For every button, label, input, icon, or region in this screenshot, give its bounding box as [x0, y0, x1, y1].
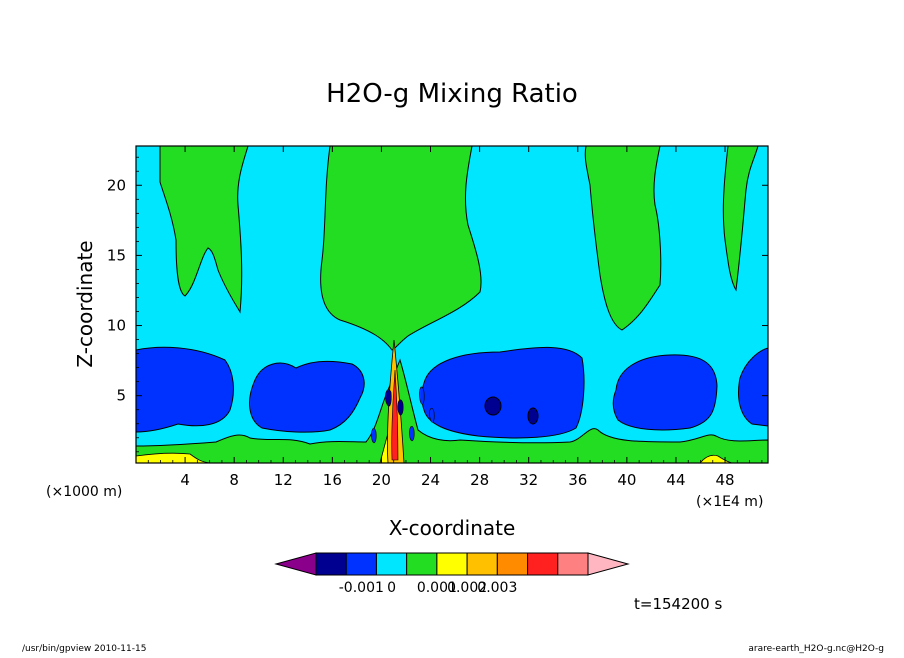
- blue-band-center-right: [421, 346, 585, 439]
- x-tick-label: 12: [274, 471, 293, 489]
- x-tick-label: 44: [666, 471, 685, 489]
- colorbar-tick-label: -0.001: [339, 580, 384, 596]
- y-tick-label: 10: [107, 317, 126, 335]
- x-tick-label: 8: [229, 471, 239, 489]
- green-plume-far-right: [722, 146, 759, 292]
- blue-band-far-right: [738, 347, 768, 427]
- x-tick-label: 40: [617, 471, 636, 489]
- footer-left: /usr/bin/gpview 2010-11-15: [22, 644, 146, 654]
- colorbar-swatch: [466, 552, 498, 576]
- column-blue-1: [371, 428, 377, 444]
- time-label: t=154200 s: [634, 595, 722, 613]
- x-tick-label: 36: [568, 471, 587, 489]
- colorbar-tick-label: 0: [387, 580, 396, 596]
- yellow-surface: [136, 452, 211, 463]
- colorbar-over-arrow: [587, 552, 630, 576]
- y-ticks: 5 10 15 20: [107, 156, 768, 453]
- colorbar: [274, 552, 630, 576]
- x-tick-label: 20: [372, 471, 391, 489]
- x-tick-label: 4: [180, 471, 190, 489]
- colorbar-swatch: [345, 552, 377, 576]
- x-tick-label: 24: [421, 471, 440, 489]
- y-unit-label: (×1000 m): [46, 484, 122, 500]
- colorbar-swatch: [375, 552, 408, 576]
- dark-core-a: [484, 396, 502, 416]
- x-ticks: 4 8 12 16 20 24 28 32 36 40 44 48: [147, 146, 763, 489]
- colorbar-tick-label: 0.003: [477, 580, 517, 596]
- colorbar-swatch: [496, 552, 529, 576]
- x-tick-label: 48: [716, 471, 735, 489]
- column-red: [391, 369, 399, 461]
- x-tick-label: 16: [323, 471, 342, 489]
- column-dark-1: [385, 389, 392, 407]
- x-tick-label: 28: [470, 471, 489, 489]
- column-blue-4: [429, 407, 435, 423]
- plot-frame: [135, 145, 769, 464]
- green-plume-center: [320, 146, 482, 351]
- chart-title: H2O-g Mixing Ratio: [326, 79, 578, 109]
- footer-right: arare-earth_H2O-g.nc@H2O-g: [748, 644, 884, 654]
- y-tick-label: 15: [107, 246, 126, 264]
- y-axis-label: Z-coordinate: [73, 240, 97, 367]
- blue-band-right: [612, 354, 718, 431]
- colorbar-swatch: [436, 552, 468, 576]
- colorbar-swatch: [527, 552, 559, 576]
- green-plume-left: [159, 146, 249, 314]
- colorbar-under-arrow: [274, 552, 317, 576]
- column-blue-2: [409, 426, 415, 442]
- colorbar-swatch: [406, 552, 438, 576]
- blue-band-left: [136, 346, 234, 433]
- blue-band-mid-left: [249, 360, 365, 433]
- column-dark-2: [397, 399, 404, 416]
- y-tick-label: 20: [107, 176, 126, 194]
- x-tick-label: 32: [519, 471, 538, 489]
- contour-field: [136, 146, 768, 463]
- green-plume-right: [584, 146, 662, 331]
- colorbar-tick-label: 0.002: [447, 580, 487, 596]
- colorbar-swatch: [557, 552, 589, 576]
- green-surface-layer: [136, 358, 768, 463]
- x-axis-label: X-coordinate: [389, 516, 516, 540]
- colorbar-swatch: [315, 552, 347, 576]
- column-blue-3: [419, 386, 425, 405]
- x-unit-label: (×1E4 m): [696, 494, 763, 510]
- y-tick-label: 5: [116, 387, 126, 405]
- colorbar-tick-label: 0.001: [417, 580, 457, 596]
- dark-core-b: [527, 407, 539, 425]
- yellow-surface-right: [699, 454, 733, 463]
